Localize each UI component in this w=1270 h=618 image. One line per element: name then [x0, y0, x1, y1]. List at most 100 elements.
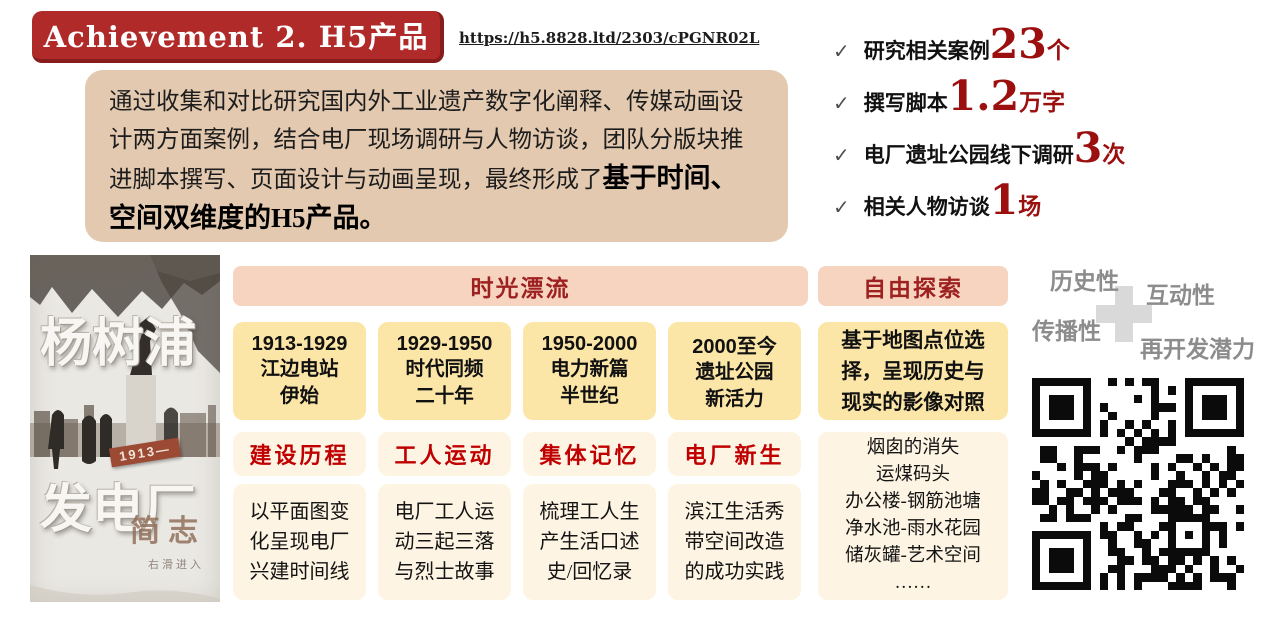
qr-module [1142, 463, 1150, 471]
qr-module [1235, 454, 1244, 463]
qr-module [1176, 556, 1185, 565]
qr-module [1057, 573, 1065, 581]
qr-module [1142, 565, 1150, 573]
qr-module [1150, 564, 1160, 574]
qr-module [1125, 471, 1133, 479]
qr-module [1134, 505, 1142, 513]
qr-module [1142, 539, 1151, 548]
qr-module [1049, 386, 1057, 394]
qr-module [1082, 420, 1092, 429]
qr-module [1074, 471, 1083, 480]
qr-module [1074, 412, 1082, 420]
period-cell: 1913-1929 江边电站 伊始 [233, 322, 366, 420]
cover-title-bottom: 发电厂 [30, 467, 220, 542]
qr-module [1235, 564, 1244, 574]
qr-module [1185, 488, 1193, 496]
qr-module [1066, 437, 1074, 445]
qr-module [1082, 462, 1092, 472]
qr-module [1210, 386, 1218, 394]
qr-module [1151, 420, 1159, 428]
check-icon: ✓ [833, 145, 850, 167]
qr-module [1168, 471, 1176, 479]
qr-module [1184, 530, 1194, 540]
qr-module [1057, 428, 1066, 438]
qr-module [1193, 437, 1201, 445]
qr-module [1125, 531, 1133, 539]
stat-number: 23 [989, 20, 1047, 68]
qr-module [1184, 454, 1194, 463]
qr-module [1108, 446, 1116, 454]
stat-unit: 万字 [1019, 90, 1066, 115]
qr-module [1202, 556, 1210, 564]
qr-module [1227, 548, 1235, 556]
qr-module [1168, 446, 1176, 454]
qr-module [1210, 378, 1219, 387]
qr-module [1133, 581, 1143, 590]
qr-module [1210, 539, 1218, 547]
qr-module [1091, 573, 1099, 581]
qr-module [1218, 394, 1228, 404]
qr-module [1049, 573, 1057, 581]
qr-module [1091, 496, 1100, 506]
qr-module [1057, 446, 1065, 454]
qr-module [1100, 514, 1108, 522]
qr-module [1032, 480, 1040, 488]
qr-module [1142, 454, 1150, 462]
qr-module [1185, 556, 1193, 564]
qr-module [1201, 378, 1211, 387]
qr-module [1108, 582, 1116, 590]
qr-module [1184, 564, 1194, 574]
qr-module [1167, 420, 1177, 429]
qr-module [1040, 445, 1049, 455]
qr-module [1032, 420, 1041, 429]
qr-module [1219, 514, 1227, 522]
qr-module [1091, 462, 1100, 472]
qr-module [1210, 446, 1218, 454]
qr-module [1074, 480, 1082, 488]
qr-module [1074, 445, 1083, 455]
qr-module [1065, 556, 1075, 565]
qr-module [1040, 420, 1048, 428]
qr-module [1125, 378, 1134, 387]
qr-module [1032, 386, 1041, 395]
qr-module [1091, 403, 1099, 411]
qr-module [1082, 394, 1092, 404]
qr-module [1218, 530, 1228, 540]
qr-module [1032, 564, 1041, 574]
qr-module [1032, 556, 1041, 565]
period-name: 电力新篇 半世纪 [550, 357, 629, 407]
qr-module [1048, 403, 1058, 412]
h5-product-link[interactable]: https://h5.8828.ltd/2303/cPGNR02L [459, 29, 760, 47]
qr-module [1218, 403, 1228, 412]
qr-module [1185, 539, 1193, 547]
qr-module [1091, 429, 1099, 437]
qr-module [1201, 539, 1211, 548]
qr-module [1082, 573, 1092, 582]
qr-module [1074, 505, 1082, 513]
qr-module [1193, 565, 1201, 573]
qr-module [1159, 505, 1168, 514]
qr-module [1082, 539, 1092, 548]
qr-module [1032, 428, 1041, 438]
qr-module [1057, 564, 1066, 574]
qr-module [1117, 437, 1125, 445]
qr-module [1150, 496, 1160, 506]
qr-module [1065, 488, 1075, 497]
qr-module [1074, 573, 1082, 581]
qr-module [1210, 411, 1219, 421]
qr-module [1032, 437, 1040, 445]
qr-module [1032, 530, 1041, 540]
qr-module [1176, 565, 1184, 573]
qr-module [1040, 437, 1048, 445]
qr-module [1049, 497, 1057, 505]
qr-module [1219, 437, 1227, 445]
qr-module [1202, 488, 1210, 496]
qr-module [1227, 412, 1235, 420]
qr-module [1057, 437, 1065, 445]
qr-module [1108, 378, 1117, 387]
qr-module [1210, 582, 1218, 590]
qr-module [1032, 471, 1041, 480]
qr-module [1099, 428, 1109, 438]
qr-module [1065, 581, 1075, 590]
qr-module [1125, 539, 1133, 547]
